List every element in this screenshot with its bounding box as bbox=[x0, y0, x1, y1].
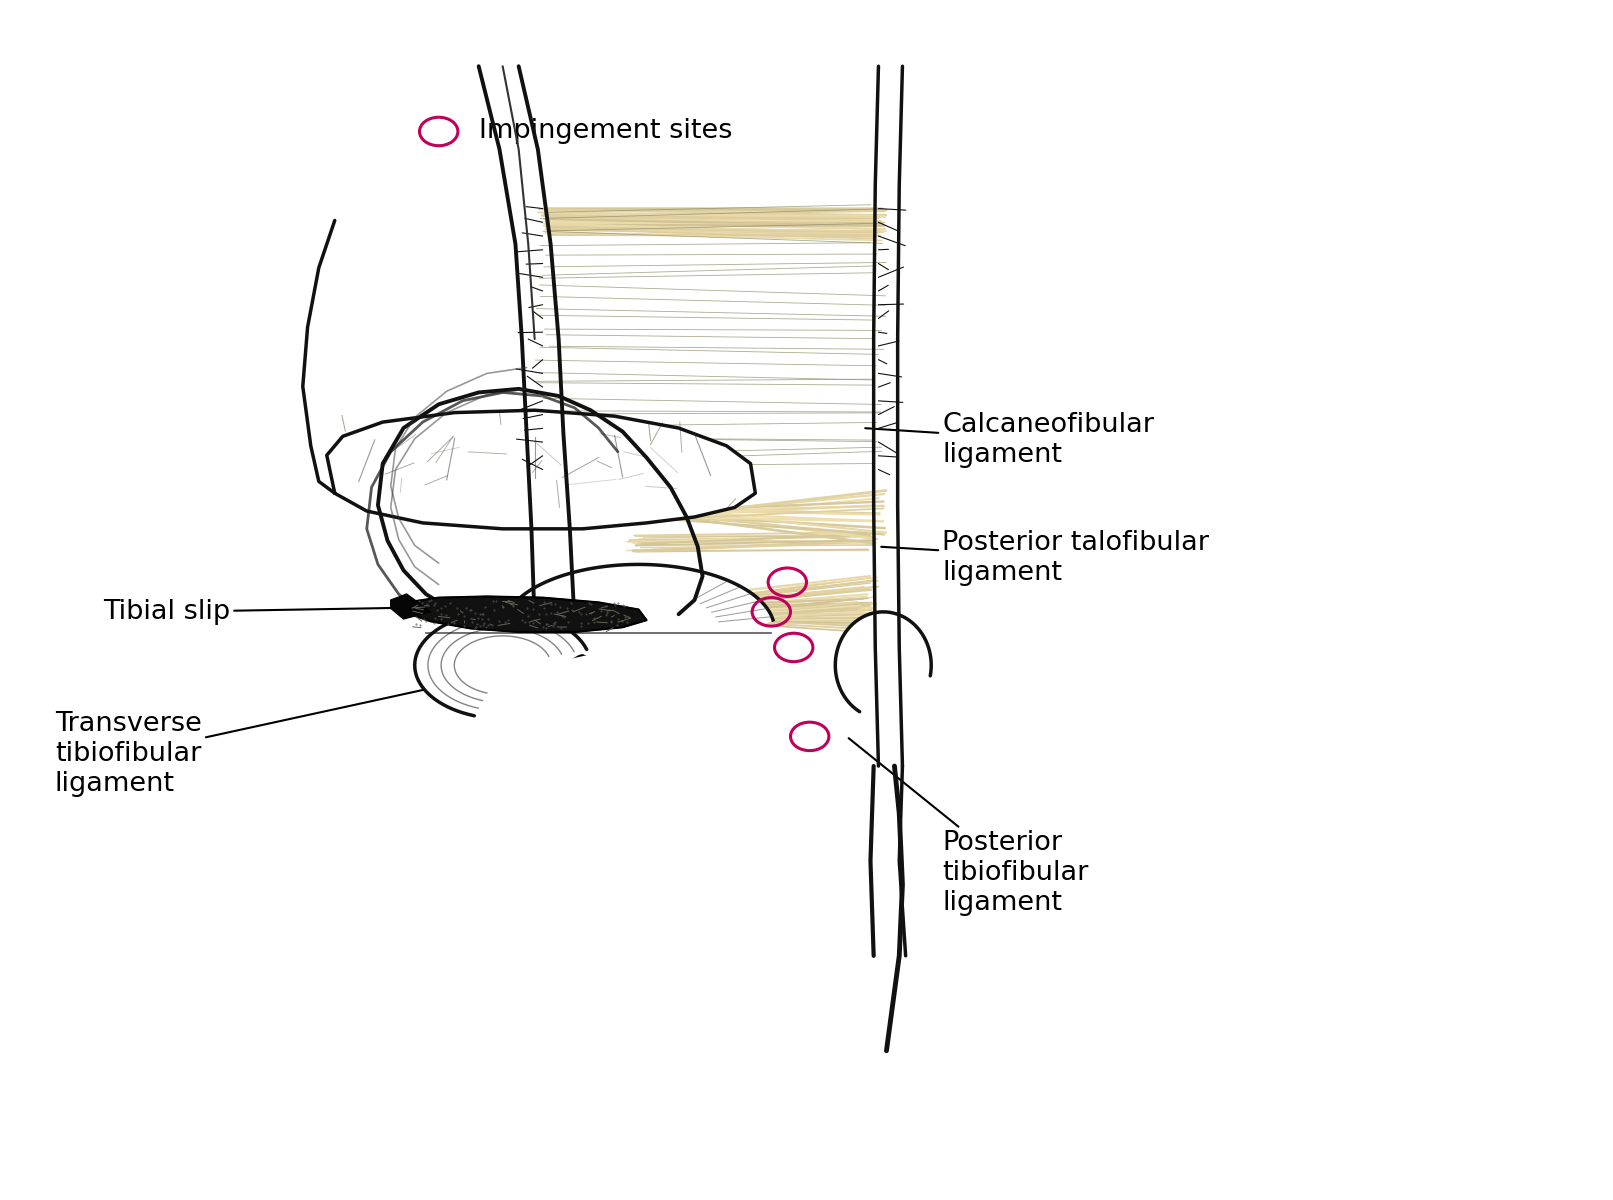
Text: Posterior talofibular
ligament: Posterior talofibular ligament bbox=[881, 530, 1210, 587]
Polygon shape bbox=[415, 612, 587, 715]
Text: Posterior
tibiofibular
ligament: Posterior tibiofibular ligament bbox=[848, 738, 1089, 916]
Polygon shape bbox=[836, 612, 931, 712]
Polygon shape bbox=[403, 596, 647, 632]
Text: Calcaneofibular
ligament: Calcaneofibular ligament bbox=[865, 412, 1155, 468]
Polygon shape bbox=[327, 410, 755, 529]
Text: Impingement sites: Impingement sites bbox=[479, 119, 732, 144]
Text: Transverse
tibiofibular
ligament: Transverse tibiofibular ligament bbox=[55, 654, 587, 797]
Polygon shape bbox=[505, 564, 773, 677]
Polygon shape bbox=[390, 594, 431, 619]
Text: Tibial slip: Tibial slip bbox=[103, 599, 508, 625]
